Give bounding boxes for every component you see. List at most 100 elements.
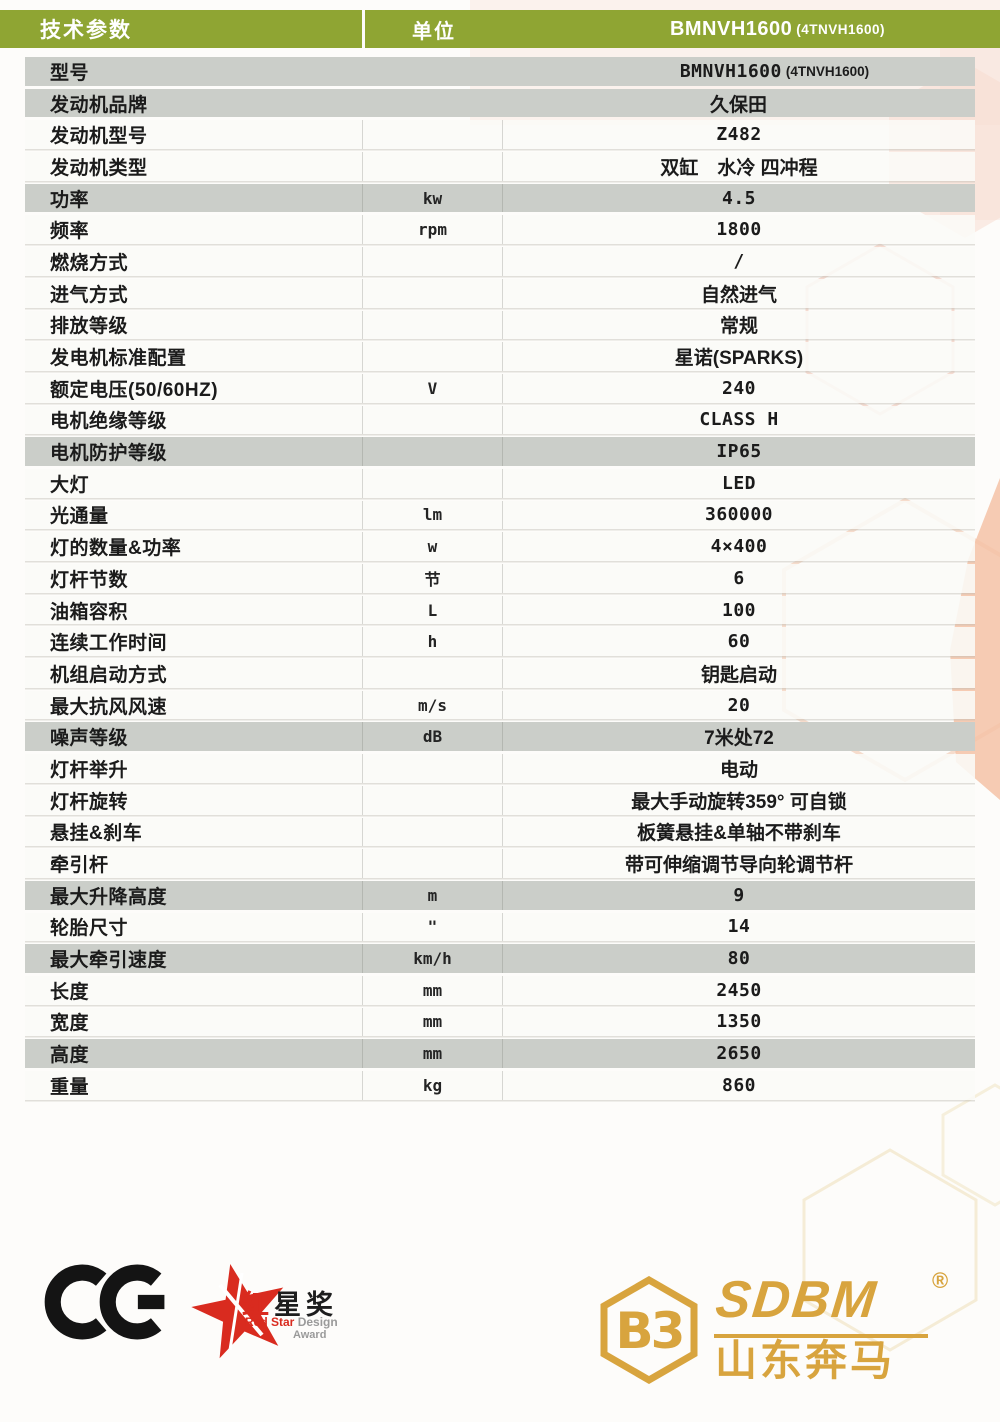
table-row: 燃烧方式 / bbox=[25, 247, 975, 276]
spec-label: 轮胎尺寸 bbox=[50, 918, 129, 940]
spec-unit bbox=[362, 89, 502, 118]
spec-value-text: 板簧悬挂&单轴不带刹车 bbox=[637, 823, 841, 845]
spec-value-subtext: (4TNVH1600) bbox=[785, 63, 870, 79]
spec-value-text: IP65 bbox=[716, 441, 762, 463]
table-row: 最大升降高度 m 9 bbox=[25, 880, 975, 910]
spec-unit: kg bbox=[362, 1071, 502, 1100]
spec-unit bbox=[362, 342, 502, 371]
table-row: 功率 kw 4.5 bbox=[25, 183, 975, 213]
spec-label: 灯杆举升 bbox=[50, 759, 129, 781]
spec-unit: mm bbox=[362, 1007, 502, 1037]
spec-label: 油箱容积 bbox=[50, 601, 129, 623]
table-row: 发电机标准配置 星诺(SPARKS) bbox=[25, 342, 975, 371]
spec-unit bbox=[362, 278, 502, 308]
spec-value-text: 80 bbox=[727, 948, 751, 970]
table-row: 灯杆旋转 最大手动旋转359° 可自锁 bbox=[25, 785, 975, 815]
spec-value: 4×400 bbox=[502, 532, 975, 561]
spec-value: 双缸 水冷 四冲程 bbox=[502, 152, 975, 181]
spec-unit: 节 bbox=[362, 564, 502, 593]
spec-value: 14 bbox=[502, 912, 975, 942]
table-row: 悬挂&刹车 板簧悬挂&单轴不带刹车 bbox=[25, 817, 975, 847]
spec-label: 频率 bbox=[50, 221, 90, 243]
header-column-divider bbox=[362, 10, 365, 48]
spec-value: 240 bbox=[502, 373, 975, 403]
spec-table-rows: 型号 BMNVH1600 (4TNVH1600) 发动机品牌 久保田 发动机型号… bbox=[25, 57, 975, 1100]
table-row: 进气方式 自然进气 bbox=[25, 278, 975, 308]
spec-unit: mm bbox=[362, 975, 502, 1005]
spec-label: 电机绝缘等级 bbox=[50, 411, 168, 433]
spec-value: 6 bbox=[502, 564, 975, 593]
spec-unit bbox=[362, 849, 502, 878]
spec-label: 高度 bbox=[50, 1045, 90, 1067]
spec-value: 60 bbox=[502, 627, 975, 657]
spec-label: 最大牵引速度 bbox=[50, 950, 168, 972]
model-number: BMNVH1600 bbox=[669, 17, 793, 40]
spec-value: 360000 bbox=[502, 500, 975, 530]
spec-value: LED bbox=[502, 468, 975, 498]
table-row: 最大牵引速度 km/h 80 bbox=[25, 944, 975, 973]
spec-value-text: CLASS H bbox=[699, 409, 779, 431]
spec-label: 大灯 bbox=[50, 474, 90, 496]
table-row: 光通量 lm 360000 bbox=[25, 500, 975, 530]
spec-value-text: 60 bbox=[727, 631, 751, 653]
spec-unit bbox=[362, 785, 502, 815]
spec-label: 噪声等级 bbox=[50, 728, 129, 750]
spec-value-text: 14 bbox=[727, 916, 751, 938]
table-row: 大灯 LED bbox=[25, 468, 975, 498]
spec-unit: m/s bbox=[362, 690, 502, 720]
spec-unit: " bbox=[362, 912, 502, 942]
spec-value-text: 电动 bbox=[719, 759, 758, 781]
table-row: 排放等级 常规 bbox=[25, 310, 975, 340]
spec-unit bbox=[362, 152, 502, 181]
spec-value: 带可伸缩调节导向轮调节杆 bbox=[502, 849, 975, 878]
spec-unit: w bbox=[362, 532, 502, 561]
spec-value-text: 1350 bbox=[716, 1011, 762, 1033]
table-row: 机组启动方式 钥匙启动 bbox=[25, 659, 975, 688]
spec-label: 进气方式 bbox=[50, 284, 129, 306]
page-title: 技术参数 bbox=[40, 19, 132, 42]
model-number-alt: (4TNVH1600) bbox=[796, 21, 886, 37]
unit-column-header: 单位 bbox=[412, 20, 456, 43]
spec-unit: L bbox=[362, 595, 502, 625]
spec-value: / bbox=[502, 247, 975, 276]
spec-unit: dB bbox=[362, 722, 502, 752]
table-row: 电机绝缘等级 CLASS H bbox=[25, 405, 975, 435]
spec-value-text: 860 bbox=[721, 1074, 756, 1096]
spec-label: 电机防护等级 bbox=[50, 443, 168, 465]
spec-unit: m bbox=[362, 880, 502, 910]
spec-value-text: BMNVH1600 bbox=[679, 60, 782, 82]
spec-unit bbox=[362, 437, 502, 466]
table-row: 灯杆节数 节 6 bbox=[25, 564, 975, 593]
spec-unit: lm bbox=[362, 500, 502, 530]
spec-unit bbox=[362, 310, 502, 340]
table-row: 发动机型号 Z482 bbox=[25, 120, 975, 150]
spec-unit bbox=[362, 405, 502, 435]
table-row: 噪声等级 dB 7米处72 bbox=[25, 722, 975, 752]
spec-unit: V bbox=[362, 373, 502, 403]
spec-label: 灯杆旋转 bbox=[50, 791, 129, 813]
spec-value: Z482 bbox=[502, 120, 975, 150]
spec-value: 9 bbox=[502, 880, 975, 910]
spec-value: 860 bbox=[502, 1071, 975, 1100]
spec-value-text: 6 bbox=[733, 567, 745, 589]
spec-value: 星诺(SPARKS) bbox=[502, 342, 975, 371]
spec-label: 功率 bbox=[50, 189, 90, 211]
spec-value-text: 双缸 水冷 四冲程 bbox=[660, 157, 818, 179]
spec-unit bbox=[362, 247, 502, 276]
spec-unit bbox=[362, 817, 502, 847]
table-row: 牵引杆 带可伸缩调节导向轮调节杆 bbox=[25, 849, 975, 878]
spec-value-text: 4.5 bbox=[721, 187, 756, 209]
spec-unit bbox=[362, 57, 502, 86]
spec-label: 重量 bbox=[50, 1076, 90, 1098]
spec-value-text: 2650 bbox=[716, 1043, 762, 1065]
spec-label: 发动机类型 bbox=[50, 157, 148, 179]
model-column-header: BMNVH1600 (4TNVH1600) bbox=[503, 10, 980, 48]
spec-unit: kw bbox=[362, 183, 502, 213]
spec-value: 2450 bbox=[502, 975, 975, 1005]
spec-label: 排放等级 bbox=[50, 316, 129, 338]
spec-unit: h bbox=[362, 627, 502, 657]
spec-value-text: 9 bbox=[733, 884, 745, 906]
spec-value-text: / bbox=[733, 250, 745, 272]
table-row: 最大抗风风速 m/s 20 bbox=[25, 690, 975, 720]
spec-label: 最大升降高度 bbox=[50, 886, 168, 908]
